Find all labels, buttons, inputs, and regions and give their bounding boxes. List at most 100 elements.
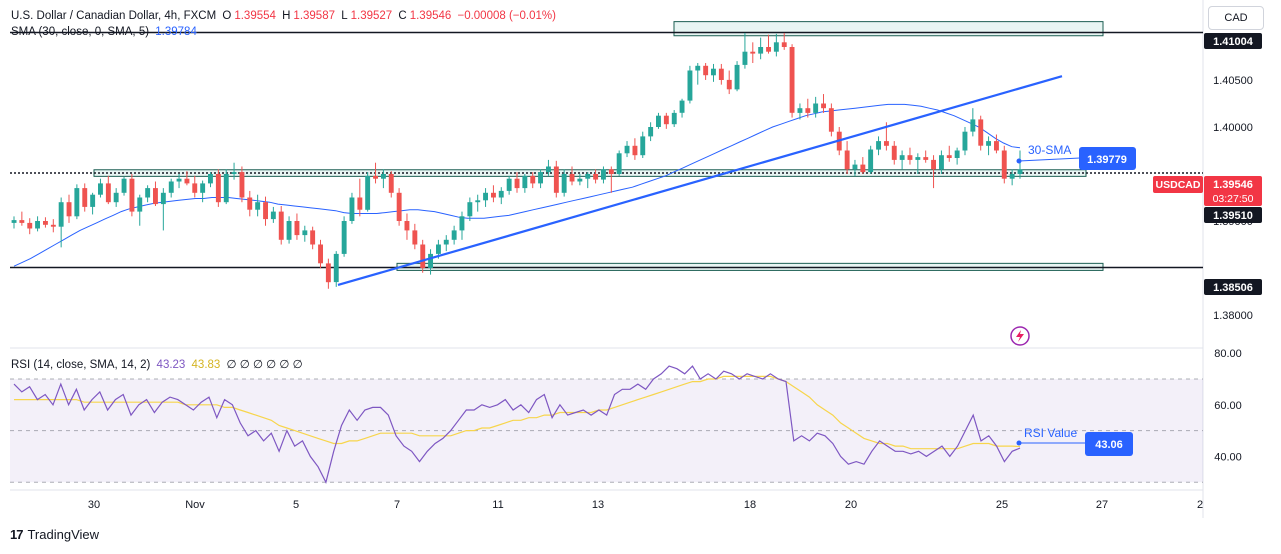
time-tick-label: 18	[744, 499, 756, 511]
candle	[530, 172, 536, 189]
candle	[239, 166, 245, 203]
candle	[632, 138, 638, 160]
candle	[1017, 150, 1023, 179]
candle	[333, 251, 339, 287]
rsi-tick-label: 60.00	[1214, 400, 1242, 412]
time-tick-label: 30	[88, 499, 100, 511]
candle	[35, 216, 40, 232]
candle	[828, 103, 834, 137]
candle	[208, 172, 213, 188]
candle	[412, 223, 418, 250]
candle	[781, 32, 787, 50]
candle	[789, 44, 795, 118]
candle	[986, 136, 991, 156]
candle	[608, 166, 614, 193]
rsi-value-text: 43.06	[1095, 439, 1123, 451]
candle	[27, 218, 33, 235]
countdown-label: 03:27:50	[1213, 193, 1254, 205]
ohlc-c-value: 1.39546	[409, 10, 452, 22]
candle	[396, 188, 402, 226]
candle	[420, 239, 426, 273]
candle	[923, 150, 929, 163]
sma-value-text: 1.39779	[1087, 154, 1127, 166]
candle	[687, 65, 693, 104]
current-price-tag	[1204, 176, 1262, 206]
candle	[121, 176, 127, 196]
candle	[215, 169, 221, 207]
candle	[538, 169, 543, 189]
candle	[66, 194, 72, 223]
candle	[648, 122, 654, 142]
symbol-tag-label: USDCAD	[1156, 179, 1201, 191]
candle	[577, 174, 583, 186]
candle	[381, 169, 386, 189]
tradingview-brand[interactable]: 17 TradingView	[10, 527, 99, 542]
candle	[954, 147, 960, 165]
time-tick-label: 5	[293, 499, 299, 511]
candle	[137, 194, 143, 226]
time-tick-label: 7	[394, 499, 400, 511]
candle	[98, 178, 103, 198]
candle	[663, 112, 669, 129]
candle	[978, 115, 984, 151]
tradingview-logo-icon: 17	[10, 527, 24, 542]
candle	[852, 159, 858, 176]
candle	[561, 169, 567, 197]
candle	[844, 141, 850, 174]
bottom-level-label: 1.38506	[1213, 282, 1253, 294]
ohlc-l-value: 1.39527	[350, 10, 393, 22]
ohlc-c-label: C	[398, 10, 407, 22]
candle	[766, 34, 771, 54]
time-tick-label: 27	[1096, 499, 1108, 511]
candle	[718, 63, 724, 85]
symbol-tag	[1153, 176, 1203, 193]
sma-legend[interactable]: SMA (30, close, 0, SMA, 5) 1.39784	[11, 26, 200, 38]
bottom-level-tag	[1204, 279, 1262, 295]
rsi-legend[interactable]: RSI (14, close, SMA, 14, 2) 43.23 43.83 …	[11, 357, 306, 371]
candle	[899, 150, 905, 170]
candle	[200, 180, 206, 203]
candle	[962, 126, 968, 156]
candle	[876, 136, 881, 156]
mid-level-tag	[1204, 207, 1262, 223]
candle	[703, 63, 709, 80]
current-price-label: 1.39546	[1213, 179, 1253, 191]
candle	[451, 225, 457, 245]
candle	[286, 216, 292, 244]
candle	[773, 33, 779, 57]
currency-label: CAD	[1224, 12, 1248, 24]
candle	[491, 185, 496, 203]
ohlc-o-value: 1.39554	[234, 10, 276, 22]
candle	[946, 145, 952, 162]
candle	[797, 103, 803, 120]
candle	[231, 162, 237, 180]
candle	[750, 42, 756, 64]
time-tick-label: 25	[996, 499, 1008, 511]
rsi-line	[13, 365, 1021, 485]
candle	[223, 169, 229, 205]
rsi-callout-text: RSI Value	[1024, 426, 1077, 440]
candle	[294, 213, 300, 240]
candle	[483, 188, 488, 207]
candle	[467, 197, 473, 222]
tradingview-name: TradingView	[27, 527, 100, 542]
rsi-ma-legend-value: 43.83	[191, 359, 221, 371]
currency-button[interactable]: CAD	[1208, 6, 1264, 30]
candle	[624, 141, 630, 158]
ohlc-h-value: 1.39587	[293, 10, 335, 22]
candle	[129, 174, 135, 217]
price-tick-label: 1.38000	[1213, 310, 1253, 322]
candle	[1009, 169, 1015, 186]
candle	[970, 108, 976, 137]
sma-legend-label: SMA (30, close, 0, SMA, 5)	[11, 26, 150, 38]
candle	[325, 258, 331, 289]
zone-box	[673, 21, 1104, 37]
candle	[373, 162, 378, 184]
candle	[726, 70, 732, 95]
candle	[734, 61, 740, 92]
candle	[459, 211, 465, 240]
candle	[50, 219, 56, 233]
candle	[742, 32, 748, 69]
candle	[679, 98, 685, 118]
